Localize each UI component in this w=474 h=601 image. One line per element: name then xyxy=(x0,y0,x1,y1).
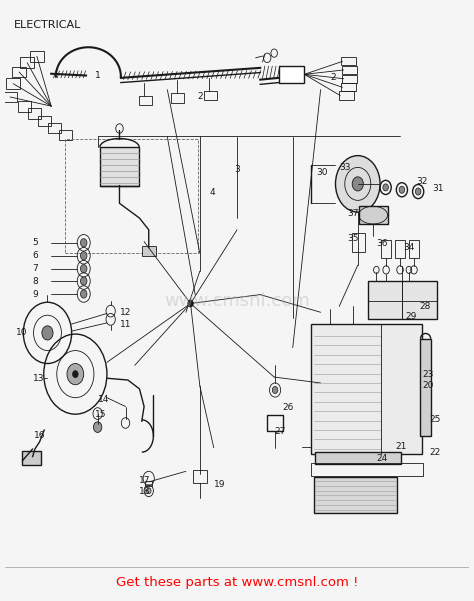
Text: 9: 9 xyxy=(33,290,38,299)
Circle shape xyxy=(81,290,87,298)
Text: 27: 27 xyxy=(274,427,285,436)
Bar xyxy=(48,123,62,133)
Bar xyxy=(145,481,153,486)
Text: 2: 2 xyxy=(198,91,203,100)
Text: 14: 14 xyxy=(98,395,109,404)
Bar xyxy=(138,96,152,105)
Circle shape xyxy=(146,488,151,493)
Circle shape xyxy=(73,371,78,377)
Bar xyxy=(38,115,51,126)
Bar xyxy=(359,206,388,224)
Bar xyxy=(20,58,34,68)
Text: 10: 10 xyxy=(16,328,28,337)
Circle shape xyxy=(352,177,364,191)
Text: 35: 35 xyxy=(347,234,359,243)
Text: 26: 26 xyxy=(283,403,294,412)
Bar xyxy=(22,451,41,465)
Text: 32: 32 xyxy=(416,177,427,186)
Bar xyxy=(100,147,139,186)
Text: 13: 13 xyxy=(33,374,44,383)
Text: 8: 8 xyxy=(33,276,38,285)
Circle shape xyxy=(81,264,87,273)
Bar xyxy=(342,75,357,83)
Bar xyxy=(341,57,356,66)
Bar xyxy=(6,79,20,89)
Circle shape xyxy=(272,386,278,394)
Bar xyxy=(352,233,365,252)
Bar xyxy=(409,240,419,258)
Text: 31: 31 xyxy=(432,184,444,193)
Bar xyxy=(203,91,217,100)
Text: 5: 5 xyxy=(33,238,38,247)
Bar xyxy=(311,463,423,476)
Circle shape xyxy=(399,186,405,194)
Bar xyxy=(18,102,31,112)
Text: 16: 16 xyxy=(34,432,45,441)
Text: 11: 11 xyxy=(120,320,131,329)
Text: 20: 20 xyxy=(423,382,434,391)
Text: 34: 34 xyxy=(403,243,415,252)
Bar xyxy=(311,324,422,454)
Bar xyxy=(339,91,354,100)
Bar xyxy=(342,66,357,74)
Text: 1: 1 xyxy=(95,71,101,80)
Text: 23: 23 xyxy=(422,370,433,379)
Text: 7: 7 xyxy=(33,264,38,273)
Text: 17: 17 xyxy=(139,475,151,484)
Text: 15: 15 xyxy=(95,410,107,419)
Text: 3: 3 xyxy=(235,165,240,174)
Bar xyxy=(3,91,17,102)
Text: 25: 25 xyxy=(430,415,441,424)
Bar xyxy=(267,415,283,432)
Bar xyxy=(65,139,198,254)
Bar xyxy=(395,240,405,258)
Circle shape xyxy=(81,252,87,260)
Text: 36: 36 xyxy=(376,239,388,248)
Text: 33: 33 xyxy=(339,163,351,172)
Text: 29: 29 xyxy=(405,313,417,322)
Text: www.cmsnl.com: www.cmsnl.com xyxy=(164,291,310,310)
Bar xyxy=(171,93,184,103)
Text: 22: 22 xyxy=(430,448,441,457)
Circle shape xyxy=(93,422,102,433)
Circle shape xyxy=(67,364,84,385)
Circle shape xyxy=(42,326,53,340)
Text: 2: 2 xyxy=(330,73,336,82)
Bar xyxy=(279,66,304,82)
Bar xyxy=(59,130,72,140)
Text: 21: 21 xyxy=(395,442,406,451)
Text: 19: 19 xyxy=(214,480,225,489)
Bar xyxy=(193,470,207,483)
Circle shape xyxy=(81,239,87,247)
Text: ELECTRICAL: ELECTRICAL xyxy=(14,20,82,30)
Circle shape xyxy=(383,184,388,191)
Text: 4: 4 xyxy=(209,188,215,197)
Text: Get these parts at www.cmsnl.com !: Get these parts at www.cmsnl.com ! xyxy=(116,576,358,588)
Bar xyxy=(381,240,391,258)
Bar xyxy=(142,246,155,256)
Text: 12: 12 xyxy=(120,308,131,317)
Bar xyxy=(30,51,44,62)
Text: 28: 28 xyxy=(419,302,430,311)
Bar xyxy=(12,67,26,78)
Text: 6: 6 xyxy=(33,251,38,260)
Text: 24: 24 xyxy=(376,454,388,463)
Text: 18: 18 xyxy=(139,487,151,496)
Bar xyxy=(420,339,431,436)
Bar xyxy=(28,109,41,119)
Circle shape xyxy=(415,188,421,195)
Bar xyxy=(368,281,437,319)
Circle shape xyxy=(81,277,87,285)
Text: 37: 37 xyxy=(347,209,359,218)
Text: 30: 30 xyxy=(316,168,328,177)
Bar xyxy=(341,83,356,91)
Bar xyxy=(315,453,401,464)
Circle shape xyxy=(336,156,380,212)
Circle shape xyxy=(188,300,193,307)
Bar xyxy=(314,477,397,513)
